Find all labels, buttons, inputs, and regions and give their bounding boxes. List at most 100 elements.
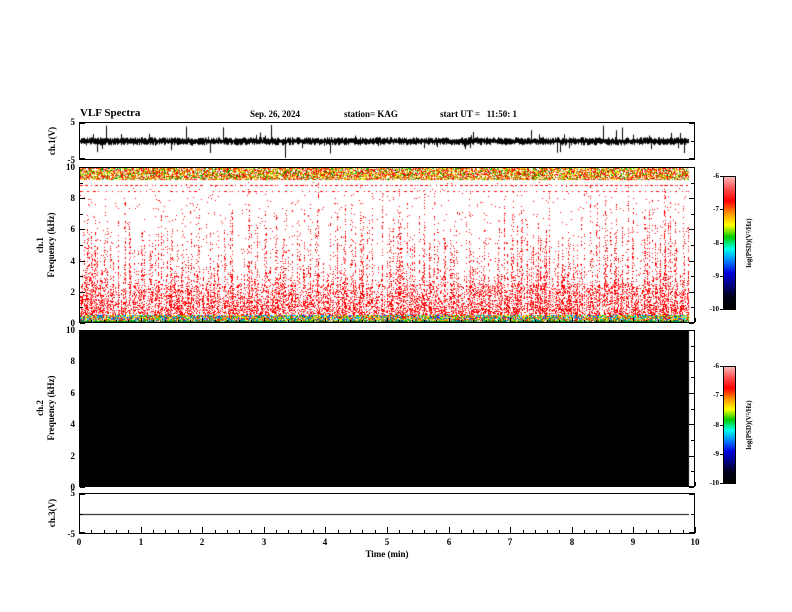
x-tick-label: 4 bbox=[322, 537, 328, 547]
y-tick bbox=[691, 514, 694, 515]
y-tick bbox=[689, 167, 694, 168]
ch2-spectrogram-ylabel-line1: ch.2 bbox=[35, 400, 45, 416]
y-tick-label: 0 bbox=[70, 318, 76, 328]
plot-station: station= KAG bbox=[344, 109, 398, 119]
x-tick bbox=[436, 320, 437, 322]
x-tick-label: 2 bbox=[199, 537, 205, 547]
x-tick bbox=[227, 320, 228, 322]
x-tick bbox=[239, 530, 240, 533]
y-tick bbox=[80, 214, 83, 215]
x-tick bbox=[116, 484, 117, 486]
x-tick bbox=[338, 320, 339, 322]
colorbar-tick-label: -9 bbox=[713, 272, 719, 280]
x-tick bbox=[362, 320, 363, 322]
x-tick bbox=[178, 530, 179, 533]
x-tick bbox=[251, 484, 252, 486]
y-tick bbox=[80, 409, 83, 410]
ch1-spectrogram-ylabel-line1: ch.1 bbox=[35, 237, 45, 253]
x-tick bbox=[264, 318, 265, 322]
x-tick bbox=[116, 320, 117, 322]
x-tick bbox=[276, 320, 277, 322]
y-tick bbox=[80, 346, 83, 347]
y-tick bbox=[689, 330, 694, 331]
x-tick bbox=[572, 482, 573, 486]
y-tick bbox=[80, 494, 85, 495]
x-tick bbox=[523, 530, 524, 533]
x-tick bbox=[165, 320, 166, 322]
y-tick bbox=[689, 123, 694, 124]
x-tick bbox=[596, 530, 597, 533]
x-tick bbox=[325, 482, 326, 486]
x-tick bbox=[633, 527, 634, 533]
x-tick bbox=[239, 484, 240, 486]
y-tick bbox=[689, 456, 694, 457]
y-tick bbox=[80, 532, 85, 533]
x-tick bbox=[104, 320, 105, 322]
x-tick bbox=[695, 482, 696, 486]
x-tick bbox=[621, 530, 622, 533]
x-tick bbox=[165, 530, 166, 533]
y-tick bbox=[80, 424, 85, 425]
x-tick bbox=[362, 530, 363, 533]
y-tick bbox=[689, 229, 694, 230]
colorbar-tick-label: -6 bbox=[713, 362, 719, 370]
x-tick bbox=[227, 484, 228, 486]
colorbar-tick-label: -8 bbox=[713, 421, 719, 429]
x-tick bbox=[178, 484, 179, 486]
x-tick bbox=[559, 484, 560, 486]
y-tick bbox=[689, 393, 694, 394]
colorbar-tick-label: -8 bbox=[713, 239, 719, 247]
x-tick bbox=[91, 484, 92, 486]
x-tick bbox=[399, 530, 400, 533]
y-tick bbox=[689, 532, 694, 533]
y-tick bbox=[691, 214, 694, 215]
ch1-spectrogram-panel bbox=[79, 167, 695, 323]
colorbar-tick bbox=[720, 395, 723, 396]
x-tick bbox=[141, 527, 142, 533]
y-tick bbox=[80, 123, 85, 124]
x-tick bbox=[486, 530, 487, 533]
x-axis-label: Time (min) bbox=[365, 549, 409, 559]
y-tick bbox=[689, 487, 694, 488]
x-tick bbox=[313, 484, 314, 486]
y-tick bbox=[80, 330, 85, 331]
colorbar-tick-label: -10 bbox=[709, 305, 719, 313]
colorbar-tick bbox=[720, 483, 723, 484]
x-tick bbox=[202, 527, 203, 533]
y-tick-label: 10 bbox=[66, 325, 75, 335]
x-tick bbox=[264, 527, 265, 533]
x-tick bbox=[658, 530, 659, 533]
x-tick bbox=[646, 320, 647, 322]
x-tick bbox=[461, 484, 462, 486]
y-tick bbox=[80, 261, 85, 262]
colorbar-ch2 bbox=[723, 366, 736, 484]
y-tick bbox=[80, 292, 85, 293]
y-tick bbox=[80, 229, 85, 230]
x-tick bbox=[498, 530, 499, 533]
x-tick bbox=[535, 484, 536, 486]
x-tick bbox=[412, 484, 413, 486]
y-tick-label: -5 bbox=[67, 529, 76, 539]
x-tick bbox=[424, 530, 425, 533]
x-tick bbox=[473, 320, 474, 322]
y-tick bbox=[691, 141, 694, 142]
y-tick bbox=[80, 361, 85, 362]
x-tick bbox=[633, 318, 634, 322]
y-tick bbox=[80, 323, 85, 324]
y-tick bbox=[691, 377, 694, 378]
y-tick-label: 5 bbox=[70, 117, 76, 127]
x-tick bbox=[498, 484, 499, 486]
x-tick bbox=[79, 527, 80, 533]
x-tick bbox=[473, 484, 474, 486]
y-tick bbox=[80, 471, 83, 472]
x-tick bbox=[387, 318, 388, 322]
y-tick-label: 10 bbox=[66, 162, 75, 172]
y-tick bbox=[689, 158, 694, 159]
ch2-spectrogram-ylabel-line2: Frequency (kHz) bbox=[46, 375, 56, 441]
x-tick-label: 1 bbox=[138, 537, 144, 547]
x-tick bbox=[596, 484, 597, 486]
y-tick bbox=[691, 183, 694, 184]
colorbar-tick bbox=[720, 454, 723, 455]
x-tick bbox=[325, 318, 326, 322]
ch1-waveform-panel bbox=[79, 122, 695, 160]
